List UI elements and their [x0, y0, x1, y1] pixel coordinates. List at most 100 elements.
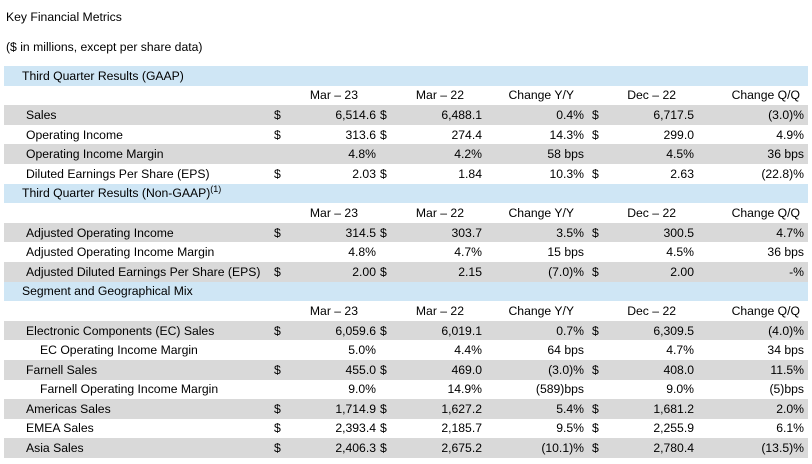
section-header: Third Quarter Results (Non-GAAP)(1): [4, 183, 809, 204]
value-change-yy: 5.4%: [486, 399, 592, 419]
value-dec-22: 6,309.5: [616, 320, 698, 341]
currency-symbol: $: [274, 261, 300, 282]
currency-symbol: [592, 242, 616, 262]
currency-symbol: $: [274, 399, 300, 419]
value-change-qq: 4.7%: [698, 222, 809, 243]
value-mar-22: 4.2%: [404, 144, 486, 164]
column-header: Change Y/Y: [508, 205, 574, 220]
column-header: Change Y/Y: [508, 88, 574, 103]
currency-symbol: [592, 380, 616, 400]
currency-symbol: [274, 340, 300, 360]
currency-symbol: $: [274, 438, 300, 458]
row-label: EMEA Sales: [26, 421, 94, 436]
row-label: Americas Sales: [4, 399, 274, 419]
currency-symbol: [380, 242, 404, 262]
value-mar-22: 4.7%: [454, 245, 482, 260]
column-header: Dec – 22: [627, 303, 676, 318]
currency-symbol: [380, 340, 404, 360]
table-row: Farnell Operating Income Margin 9.0% 14.9%…: [4, 380, 808, 400]
value-mar-22: 469.0: [404, 359, 486, 380]
currency-symbol: $: [592, 359, 616, 380]
section-header: Segment and Geographical Mix: [4, 281, 809, 302]
currency-symbol: [380, 144, 404, 164]
column-header: Dec – 22: [627, 205, 676, 220]
header-spacer: [4, 86, 274, 106]
value-dec-22: 9.0%: [666, 382, 694, 397]
column-header: Mar – 22: [415, 88, 464, 103]
currency-symbol: $: [592, 222, 616, 243]
row-label: Diluted Earnings Per Share (EPS): [26, 166, 210, 181]
value-mar-22: 2,185.7: [441, 421, 482, 436]
value-change-qq: 2.0%: [698, 399, 809, 419]
value-change-yy: (589)bps: [535, 382, 584, 397]
currency-symbol: [592, 144, 616, 164]
row-label: Farnell Sales: [4, 359, 274, 380]
currency-symbol: $: [274, 359, 300, 380]
currency-symbol: $: [274, 421, 281, 436]
currency-symbol: $: [380, 222, 404, 243]
table-row: Farnell Sales $455.0 $469.0 (3.0)% $408.0 11.…: [4, 359, 809, 380]
value-change-yy: 14.3%: [549, 127, 584, 142]
column-header: Mar – 23: [309, 205, 358, 220]
value-change-qq: 36 bps: [767, 245, 805, 260]
value-mar-23: 4.8%: [300, 144, 380, 164]
currency-symbol: $: [274, 127, 281, 142]
column-header-row: Mar – 23 Mar – 22 Change Y/Y Dec – 22 Change…: [4, 86, 808, 106]
value-change-qq: (3.0)%: [698, 105, 809, 125]
value-mar-23: 5.0%: [348, 343, 376, 358]
currency-symbol: [274, 380, 300, 400]
value-change-qq: -%: [698, 261, 809, 282]
value-mar-23: 4.8%: [348, 245, 376, 260]
currency-symbol: $: [380, 105, 404, 125]
value-change-qq: (22.8)%: [761, 166, 805, 181]
table-body: Third Quarter Results (GAAP) Mar – 23 Mar …: [4, 66, 809, 458]
value-mar-23: 455.0: [300, 359, 380, 380]
table-row: Operating Income Margin 4.8% 4.2% 58 bps 4.5…: [4, 144, 809, 164]
currency-symbol: $: [592, 105, 616, 125]
value-mar-22: 1,627.2: [404, 399, 486, 419]
value-dec-22: 1,681.2: [616, 399, 698, 419]
value-dec-22: 408.0: [616, 359, 698, 380]
value-mar-22: 4.4%: [454, 343, 482, 358]
header-spacer: [4, 203, 274, 223]
page-title: Key Financial Metrics: [6, 10, 122, 24]
value-mar-22: 2,675.2: [404, 438, 486, 458]
value-change-yy: (3.0)%: [486, 359, 592, 380]
currency-symbol: $: [274, 166, 281, 181]
value-change-qq: 34 bps: [767, 343, 805, 358]
currency-symbol: [380, 380, 404, 400]
value-change-qq: (5)bps: [769, 382, 805, 397]
footnote-marker: (1): [210, 184, 222, 195]
value-mar-23: 2,393.4: [335, 421, 376, 436]
value-change-yy: 10.3%: [549, 166, 584, 181]
column-header: Change Y/Y: [508, 303, 574, 318]
currency-symbol: $: [592, 127, 599, 142]
table-row: Adjusted Operating Income $314.5 $303.7 3.5…: [4, 222, 809, 243]
column-header: Dec – 22: [627, 88, 676, 103]
row-label: Adjusted Diluted Earnings Per Share (EPS…: [4, 261, 274, 282]
currency-symbol: $: [380, 320, 404, 341]
currency-symbol: $: [380, 438, 404, 458]
value-dec-22: 300.5: [616, 222, 698, 243]
value-mar-22: 1.84: [458, 166, 482, 181]
value-mar-23: 1,714.9: [300, 399, 380, 419]
value-change-yy: 58 bps: [486, 144, 592, 164]
value-mar-23: 313.6: [345, 127, 377, 142]
value-dec-22: 4.5%: [616, 144, 698, 164]
row-label: Farnell Operating Income Margin: [40, 382, 219, 397]
value-change-qq: (4.0)%: [698, 320, 809, 341]
financial-metrics-table: Third Quarter Results (GAAP) Mar – 23 Mar …: [4, 66, 809, 458]
column-header-row: Mar – 23 Mar – 22 Change Y/Y Dec – 22 Change…: [4, 203, 808, 223]
currency-symbol: $: [274, 105, 300, 125]
currency-symbol: $: [380, 127, 387, 142]
value-mar-23: 9.0%: [348, 382, 376, 397]
value-dec-22: 299.0: [663, 127, 695, 142]
value-mar-23: 314.5: [300, 222, 380, 243]
table-row: EMEA Sales $2,393.4 $2,185.7 9.5% $2,255.9 6.…: [4, 419, 808, 439]
currency-symbol: $: [592, 438, 616, 458]
value-mar-22: 274.4: [451, 127, 483, 142]
currency-symbol: $: [592, 421, 599, 436]
value-mar-23: 6,059.6: [300, 320, 380, 341]
value-dec-22: 2,780.4: [616, 438, 698, 458]
column-header: Mar – 23: [309, 303, 358, 318]
